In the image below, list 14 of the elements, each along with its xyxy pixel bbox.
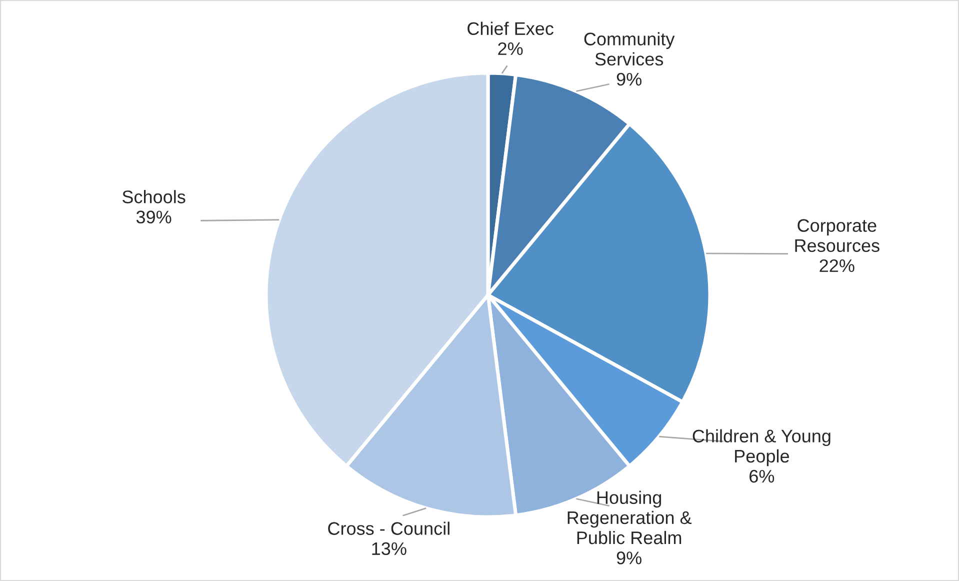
- slice-label: Corporate Resources: [795, 219, 880, 252]
- data-label: 22%: [820, 259, 854, 272]
- data-label: 13%: [372, 542, 406, 556]
- slice-label: Community Services: [584, 32, 675, 66]
- data-label: 39%: [136, 210, 172, 224]
- slice-label: Cross - Council: [328, 522, 450, 535]
- data-label: 2%: [498, 42, 523, 56]
- slice-label: Schools: [122, 190, 186, 204]
- data-label: 9%: [616, 552, 642, 564]
- slice-label: Housing Regeneration & Public Realm: [568, 490, 692, 544]
- slice-label: Children & Young People: [692, 429, 830, 466]
- data-label: 6%: [750, 470, 774, 483]
- data-label: 9%: [616, 72, 642, 86]
- slice-label: Chief Exec: [468, 22, 554, 35]
